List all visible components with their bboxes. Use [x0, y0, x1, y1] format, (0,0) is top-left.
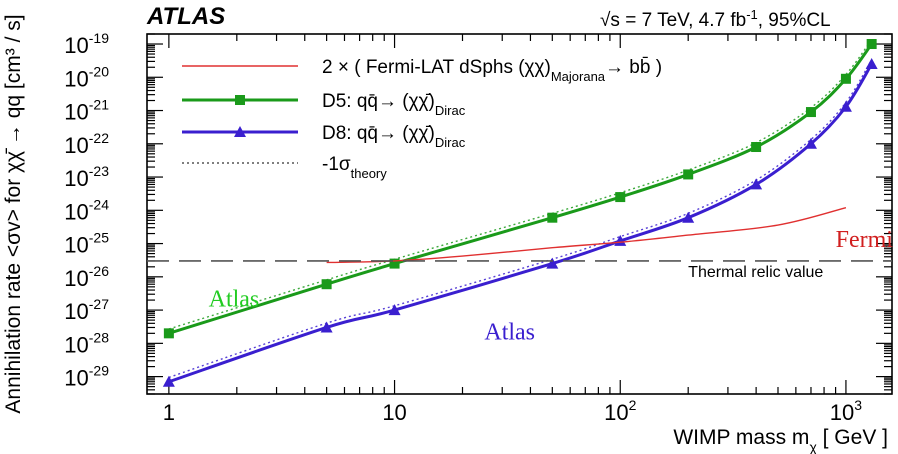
y-tick-label: 10-21: [64, 97, 109, 125]
series-d8-point: [865, 58, 878, 70]
series-d5-point: [389, 258, 400, 269]
y-tick-label: 10-20: [64, 63, 109, 91]
tick-labels: 1 10 102 103 10-19 10-20 10-21 10-22 10-23 10-24 1…: [64, 30, 862, 425]
y-tick-label: 10-22: [64, 130, 109, 158]
y-axis-title: Annihilation rate <σv> for χχ̄ → qq [cm³…: [2, 14, 25, 413]
legend-marker-d5: [235, 95, 245, 105]
x-tick-label: 1: [163, 400, 175, 425]
series-d5-point: [321, 279, 332, 290]
series-d5-point: [866, 39, 877, 50]
series-d5-point: [805, 107, 816, 118]
y-tick-label: 10-29: [64, 363, 109, 391]
series-d8-point: [614, 234, 627, 246]
series-d8-point: [162, 375, 175, 387]
series-d5-point: [615, 192, 626, 203]
y-tick-label: 10-25: [64, 230, 109, 258]
series-d5-point: [547, 212, 558, 223]
y-tick-label: 10-23: [64, 163, 109, 191]
axis-ticks: [147, 33, 892, 395]
y-tick-label: 10-26: [64, 263, 109, 291]
y-tick-label: 10-19: [64, 30, 109, 58]
series-d8-point: [388, 304, 401, 316]
annotation-layer: Fermi Atlas Atlas Thermal relic value: [209, 227, 894, 346]
y-tick-label: 10-28: [64, 329, 109, 357]
series-d5-point: [840, 73, 851, 84]
x-tick-label: 10: [382, 400, 406, 425]
annotation-fermi: Fermi: [836, 227, 894, 253]
legend-label-fermi: 2 × ( Fermi-LAT dSphs (χχ)Majorana→ bb̄ …: [322, 57, 662, 84]
series-d8-point: [682, 211, 695, 223]
series-d8-point: [750, 178, 763, 190]
legend-label-d5: D5: qq̄→ (χχ̄)Dirac: [322, 91, 466, 118]
series-d8-point: [320, 321, 333, 333]
x-axis-title: WIMP mass mχ [ GeV ]: [673, 426, 888, 454]
atlas-logo: ATLAS: [146, 3, 225, 30]
header-energy: √s = 7 TeV, 4.7 fb-1, 95%CL: [600, 7, 831, 32]
legend: 2 × ( Fermi-LAT dSphs (χχ)Majorana→ bb̄ …: [182, 57, 662, 181]
x-tick-label: 102: [604, 397, 636, 425]
series-d8-point: [839, 100, 852, 112]
series-d8-point: [804, 137, 817, 149]
series-layer: [147, 39, 892, 387]
annotation-atlas: Atlas: [484, 320, 535, 346]
x-tick-label: 103: [830, 397, 862, 425]
y-tick-label: 10-24: [64, 196, 109, 224]
annotation-atlas: Atlas: [209, 286, 260, 312]
legend-label-d8: D8: qq̄→ (χχ̄)Dirac: [322, 123, 466, 150]
y-tick-label: 10-27: [64, 296, 109, 324]
series-d8-point: [546, 257, 559, 269]
series-d5-point: [163, 328, 174, 339]
legend-marker-d8: [234, 126, 246, 137]
thermal-relic-label: Thermal relic value: [688, 264, 823, 281]
series-d5-point: [751, 142, 762, 153]
legend-label-theory: -1σtheory: [322, 154, 387, 181]
series-d5-point: [683, 169, 694, 180]
